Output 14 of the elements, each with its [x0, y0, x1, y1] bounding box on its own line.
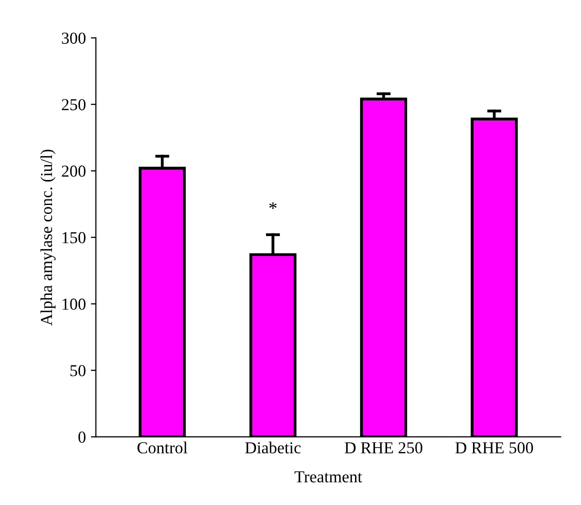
y-tick-label: 150: [62, 232, 86, 244]
y-tick-label: 200: [62, 166, 86, 177]
x-tick-label: D RHE 250: [344, 442, 422, 454]
y-tick-label: 50: [70, 365, 86, 376]
annotation: *: [269, 202, 277, 209]
y-tick-label: 300: [62, 32, 86, 44]
x-tick-label: D RHE 500: [455, 442, 533, 454]
x-tick-label: Diabetic: [245, 442, 301, 454]
y-axis-title: Alpha amylase conc. (iu/l): [40, 150, 56, 326]
y-tick-label: 100: [62, 298, 86, 310]
y-tick-label: 0: [78, 432, 86, 443]
y-tick-label: 250: [62, 99, 86, 110]
x-axis-title: Treatment: [294, 471, 362, 482]
x-tick-label: Control: [137, 442, 188, 454]
